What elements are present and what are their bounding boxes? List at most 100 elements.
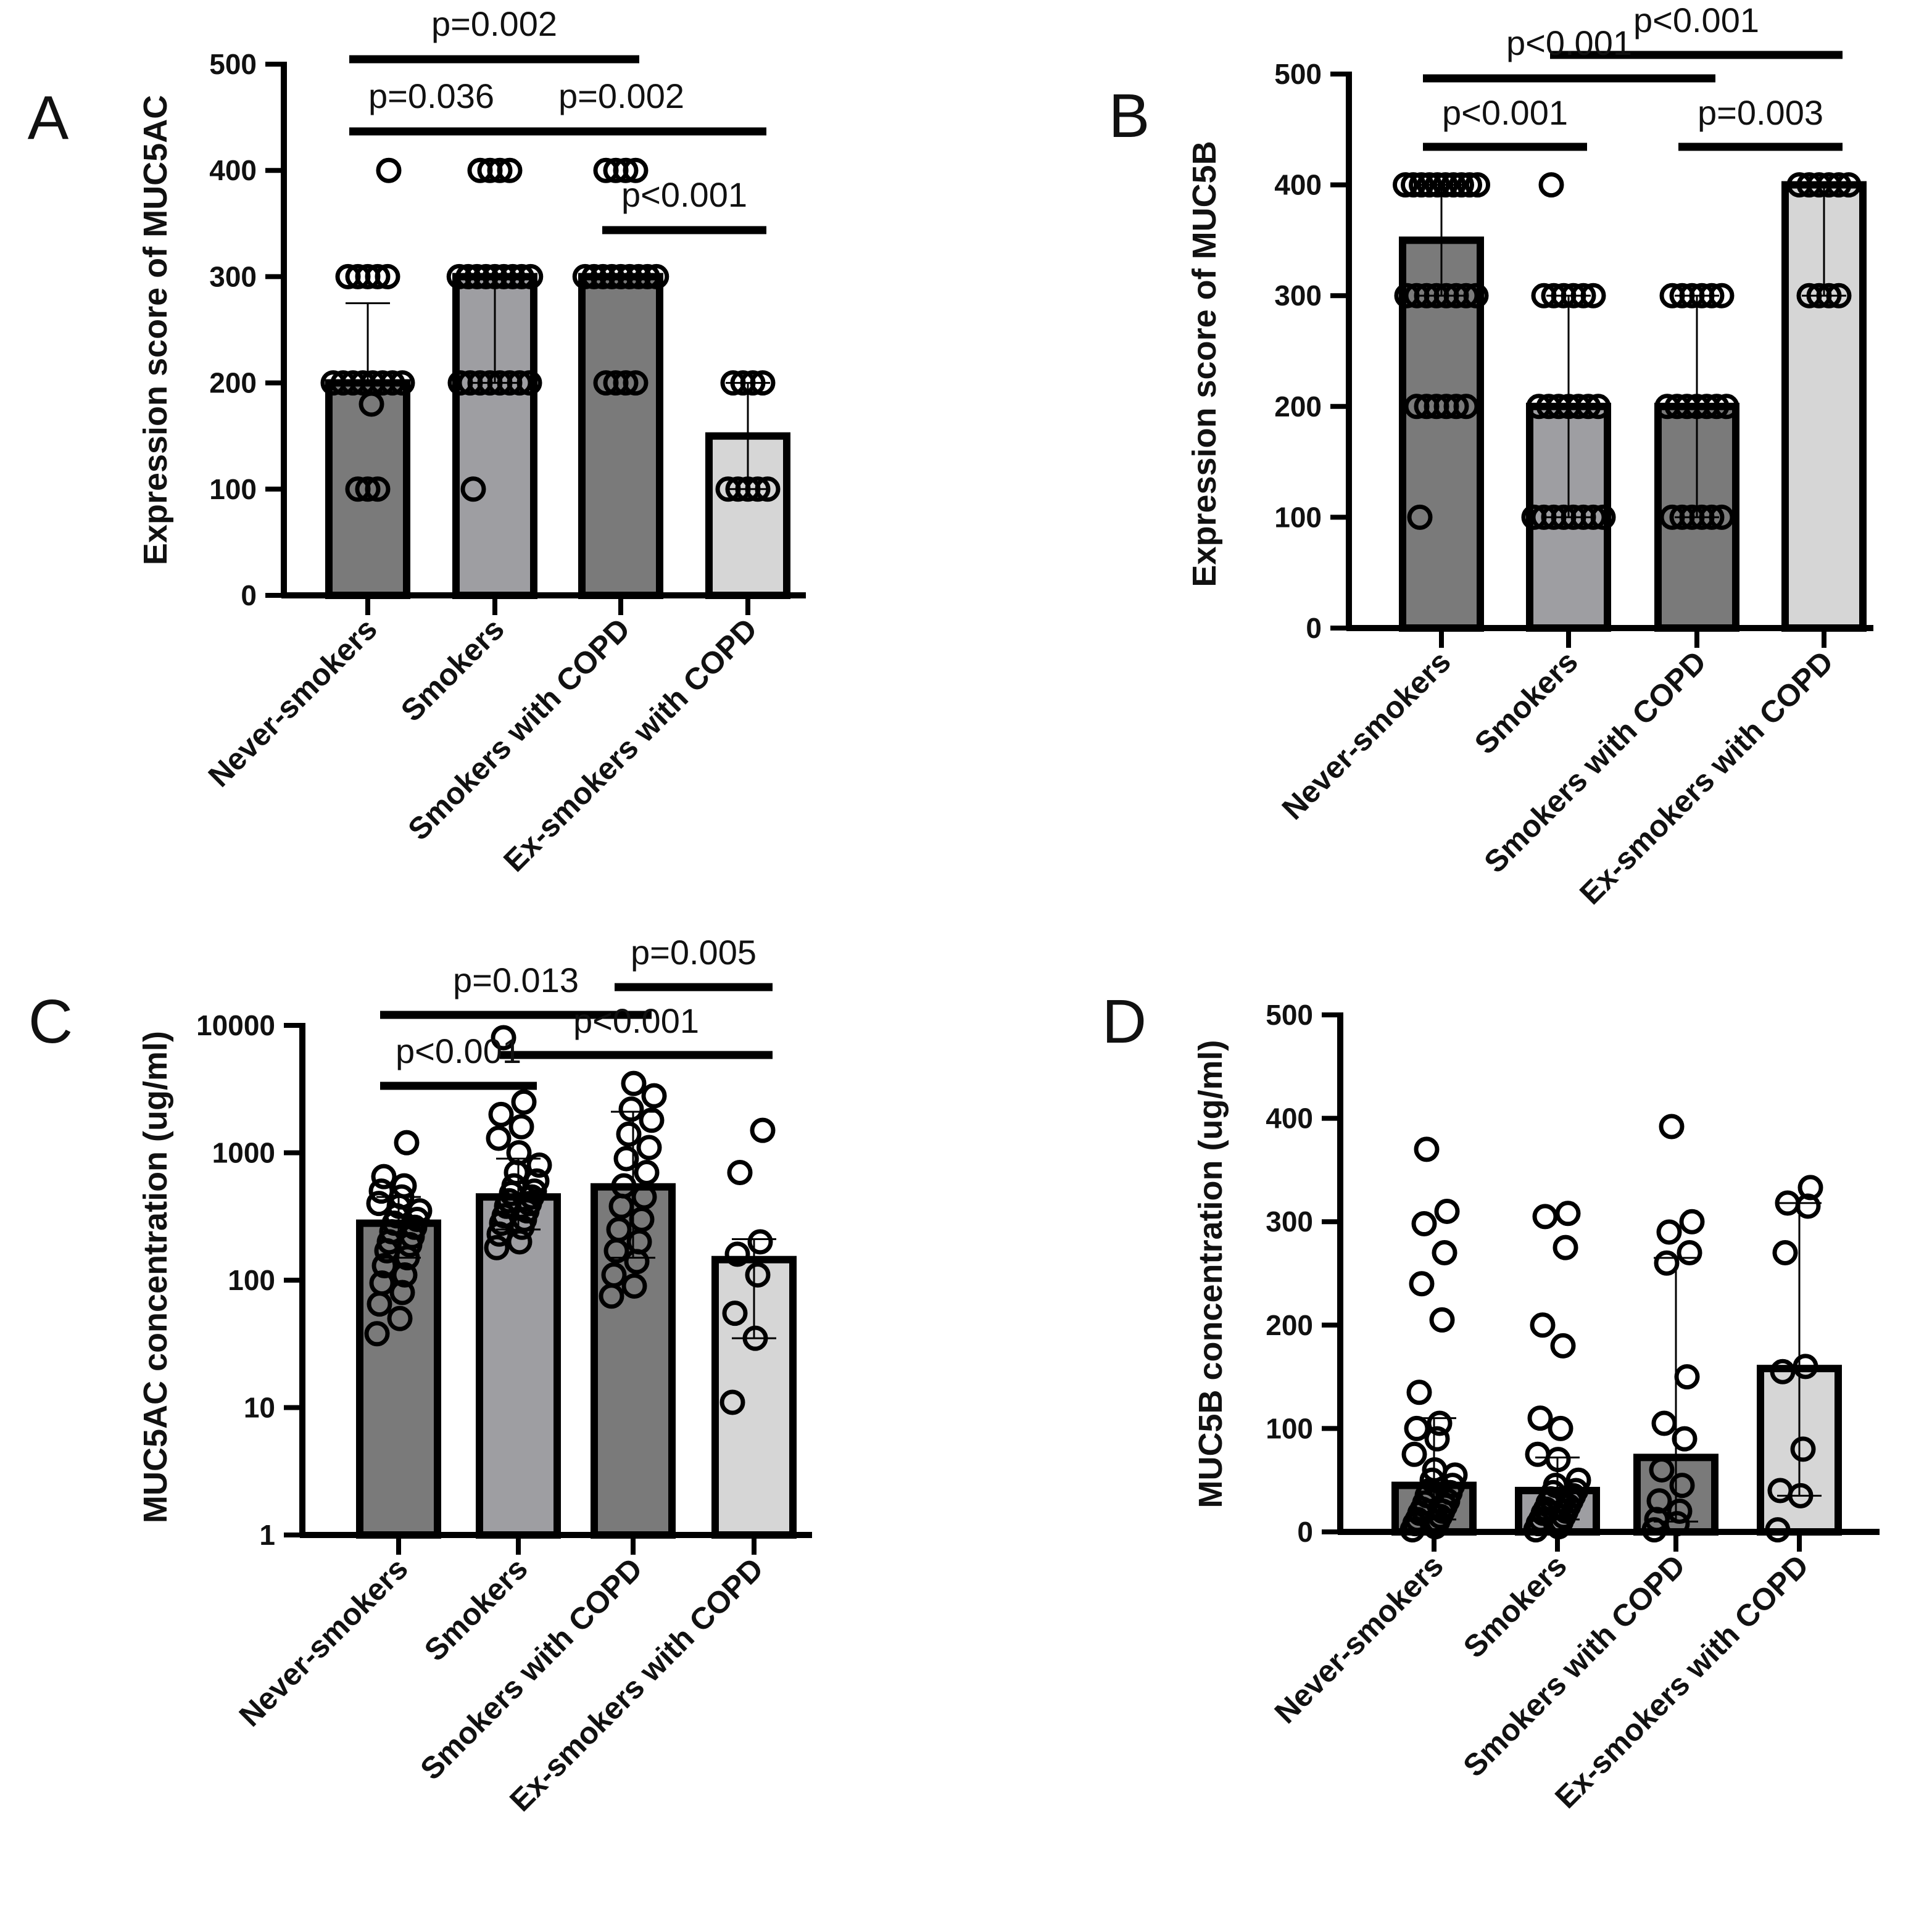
data-point (1709, 504, 1735, 530)
data-point (750, 1117, 776, 1143)
y-axis-title: Expression score of MUC5B (1186, 141, 1223, 587)
significance-label: p<0.001 (1442, 93, 1568, 132)
bar-3 (578, 273, 663, 599)
panel-label-a: A (28, 83, 69, 152)
y-tick-label: 500 (1266, 999, 1313, 1031)
data-point (392, 1262, 418, 1288)
y-tick-label: 300 (209, 260, 257, 292)
data-point (755, 476, 781, 502)
data-point (507, 370, 533, 396)
data-point (1429, 1307, 1455, 1333)
data-point (1525, 1441, 1551, 1467)
y-tick-label: 1000 (212, 1137, 275, 1169)
data-point (1463, 283, 1489, 308)
y-tick-label: 300 (1266, 1206, 1313, 1238)
panel-label-d: D (1102, 987, 1146, 1056)
y-tick-label: 0 (1297, 1516, 1313, 1548)
data-point (613, 157, 639, 183)
data-point (1580, 504, 1606, 530)
data-point (1453, 283, 1479, 308)
data-point (1433, 172, 1458, 198)
data-point (1704, 394, 1730, 420)
data-point (1580, 283, 1606, 308)
data-point (1538, 172, 1564, 198)
data-point (524, 1168, 550, 1194)
data-point (611, 1173, 637, 1199)
data-point (641, 1083, 667, 1109)
data-point (1543, 1473, 1569, 1499)
significance-label: p<0.001 (1506, 23, 1632, 62)
data-point (1527, 1405, 1553, 1431)
data-point (1570, 283, 1596, 308)
data-point (606, 1217, 632, 1243)
data-point (1401, 1441, 1427, 1467)
data-point (376, 157, 402, 183)
data-point (590, 263, 616, 289)
data-point (634, 263, 660, 289)
data-point (365, 263, 391, 289)
data-point (608, 263, 634, 289)
data-point (1659, 1114, 1685, 1140)
data-point (1646, 1488, 1672, 1514)
data-point (722, 1301, 748, 1326)
data-point (745, 1262, 771, 1288)
data-point (455, 263, 481, 289)
data-point (719, 1389, 745, 1415)
data-point (581, 263, 607, 289)
y-axis-title: MUC5B concentration (ug/ml) (1192, 1040, 1229, 1508)
data-point (618, 1096, 644, 1122)
bar-1 (1399, 236, 1484, 632)
significance-label: p=0.002 (558, 77, 684, 115)
data-point (639, 1107, 665, 1133)
data-point (1553, 1235, 1578, 1260)
data-point (1409, 1271, 1435, 1297)
data-point (1709, 283, 1735, 308)
data-point (621, 1273, 647, 1299)
data-point (1714, 394, 1739, 420)
data-point (364, 1321, 390, 1347)
data-point (1465, 172, 1490, 198)
data-point (511, 1089, 537, 1115)
significance-label: p=0.003 (1698, 93, 1823, 132)
data-point (371, 1252, 397, 1278)
panel-label-c: C (28, 987, 73, 1056)
data-point (446, 263, 472, 289)
y-tick-label: 100 (209, 473, 257, 505)
data-point (1441, 172, 1466, 198)
y-tick-label: 1 (259, 1519, 275, 1551)
data-point (1677, 1239, 1702, 1265)
data-point (487, 157, 513, 183)
data-point (518, 263, 544, 289)
data-point (1575, 394, 1601, 420)
data-point (623, 370, 649, 396)
significance-label: p<0.001 (396, 1032, 521, 1070)
data-point (1530, 1312, 1556, 1338)
data-point (1679, 1209, 1705, 1235)
data-point (1449, 172, 1474, 198)
data-point (516, 370, 542, 396)
data-point (623, 157, 649, 183)
y-axis-title: MUC5AC concentration (ug/ml) (137, 1031, 174, 1523)
data-point (1393, 172, 1418, 198)
data-point (747, 1229, 773, 1255)
data-point (1414, 1136, 1440, 1162)
data-point (387, 1305, 413, 1331)
data-point (572, 263, 598, 289)
data-point (1793, 1354, 1818, 1380)
data-point (482, 263, 508, 289)
data-point (389, 1280, 415, 1305)
data-point (1453, 394, 1479, 420)
data-point (1409, 172, 1434, 198)
data-point (1826, 172, 1852, 198)
data-point (368, 1178, 394, 1204)
data-point (1770, 1359, 1796, 1384)
data-point (369, 1270, 395, 1296)
data-point (1667, 1498, 1693, 1524)
significance-label: p<0.001 (621, 175, 747, 214)
data-point (486, 1125, 512, 1151)
y-axis-title: Expression score of MUC5AC (137, 95, 174, 565)
data-point (473, 263, 499, 289)
data-point (724, 1241, 750, 1267)
data-point (1699, 504, 1725, 530)
data-point (727, 1159, 753, 1185)
